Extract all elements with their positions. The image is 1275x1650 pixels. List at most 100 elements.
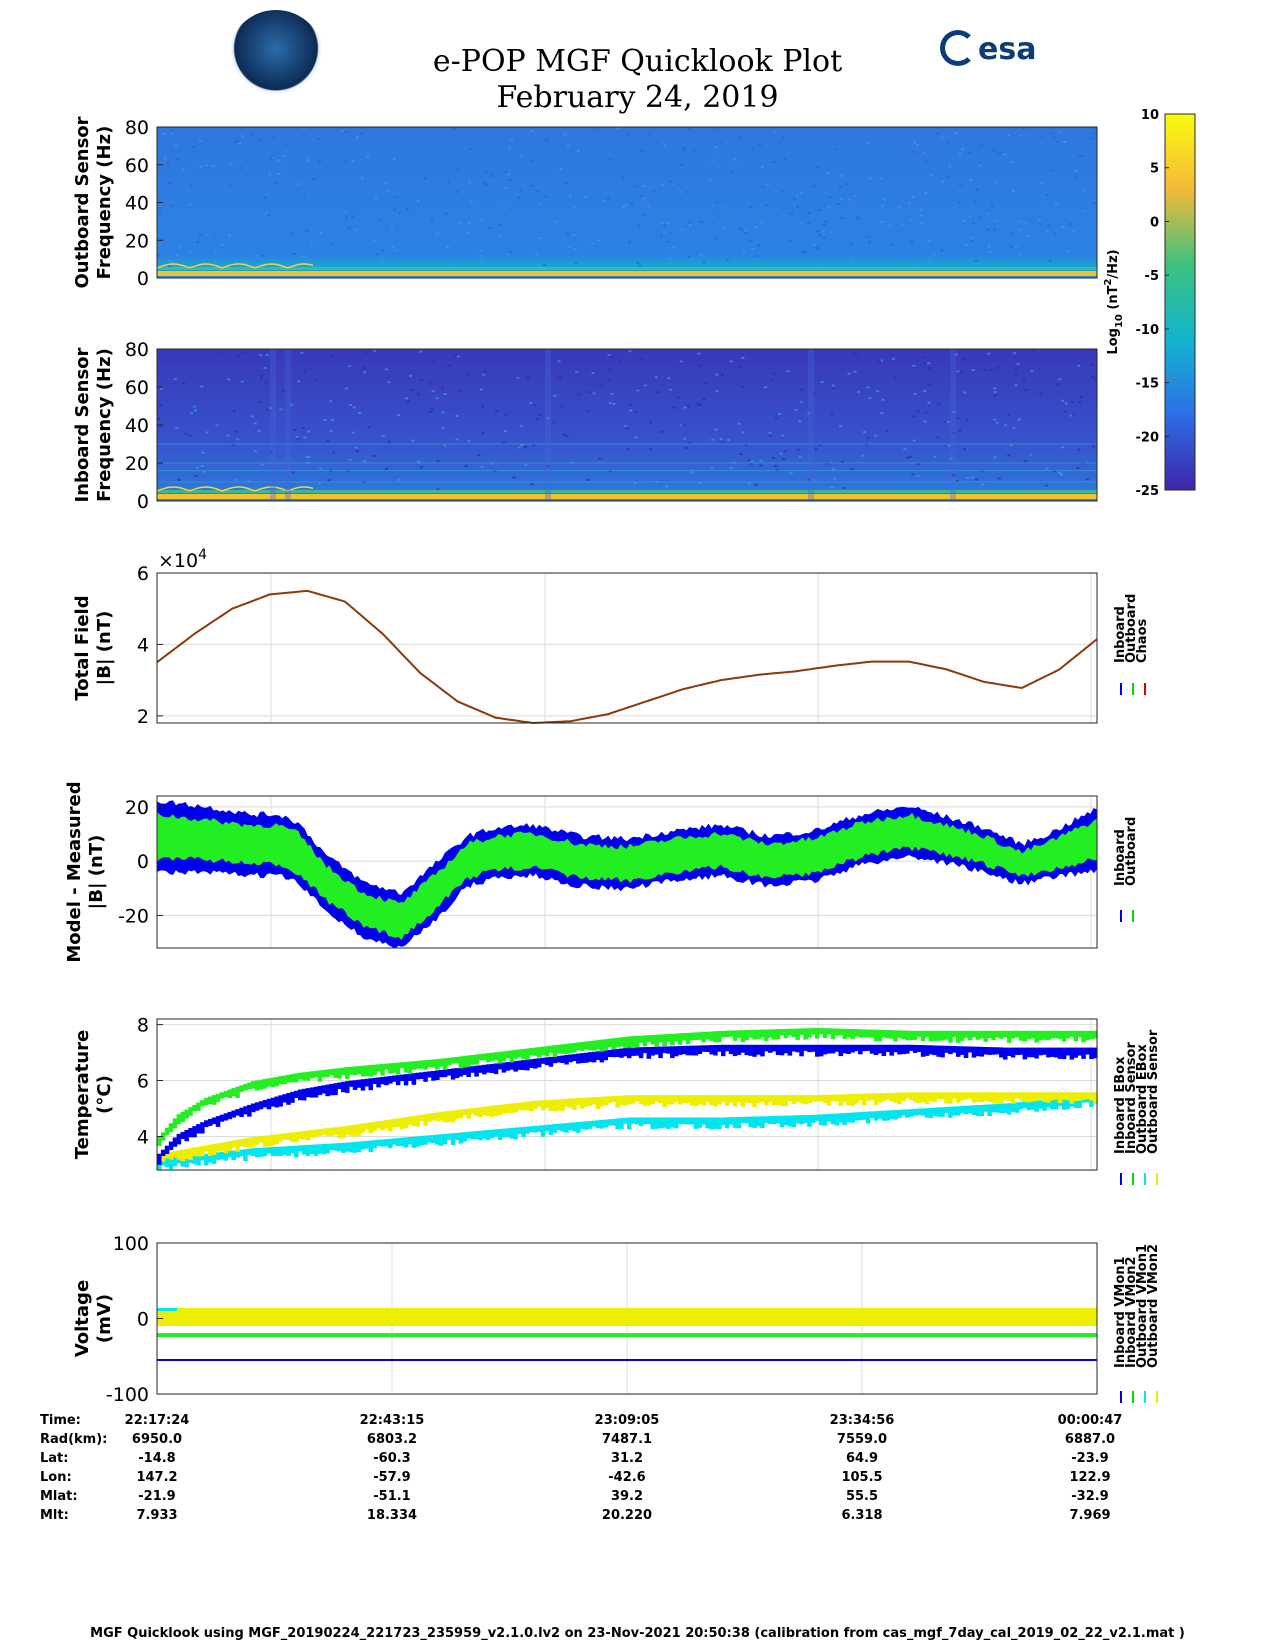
spectrogram-speckle bbox=[385, 190, 389, 193]
spectrogram-speckle bbox=[668, 258, 672, 261]
temperature-mark bbox=[305, 1130, 311, 1141]
temperature-mark bbox=[603, 1096, 609, 1106]
spectrogram-speckle bbox=[682, 437, 686, 440]
temperature-mark bbox=[920, 1108, 926, 1116]
spectrogram-speckle bbox=[1077, 364, 1081, 367]
spectrogram-speckle bbox=[824, 220, 828, 223]
spectrogram-speckle bbox=[814, 448, 818, 451]
spectrogram-speckle bbox=[1022, 127, 1026, 130]
spectrogram-speckle bbox=[782, 215, 786, 217]
spectrogram-speckle bbox=[800, 388, 804, 391]
temperature-mark bbox=[1038, 1092, 1043, 1100]
temperature-mark bbox=[294, 1090, 299, 1098]
spectrogram-speckle bbox=[1064, 402, 1068, 405]
temperature-mark bbox=[298, 1131, 303, 1140]
temperature-mark bbox=[231, 1140, 236, 1148]
temperature-mark bbox=[403, 1074, 409, 1086]
info-cell: 23:34:56 bbox=[830, 1413, 895, 1428]
temperature-mark bbox=[936, 1107, 941, 1117]
spectrogram-speckle bbox=[820, 263, 824, 266]
spectrogram-speckle bbox=[405, 397, 408, 400]
temperature-mark bbox=[987, 1104, 992, 1116]
spectrogram-speckle bbox=[576, 150, 580, 153]
info-row-label: Time: bbox=[40, 1413, 81, 1428]
spectrogram-speckle bbox=[993, 228, 997, 231]
temperature-mark bbox=[364, 1078, 370, 1087]
spectrogram-speckle bbox=[306, 159, 310, 162]
temperature-mark bbox=[352, 1141, 358, 1153]
temperature-mark bbox=[740, 1095, 746, 1107]
temperature-mark bbox=[948, 1045, 953, 1055]
y-axis-multiplier: ×104 bbox=[158, 547, 207, 572]
spectrogram-speckle bbox=[198, 140, 202, 142]
spectrogram-speckle bbox=[786, 370, 790, 373]
temperature-mark bbox=[670, 1117, 675, 1128]
temperature-mark bbox=[1050, 1099, 1055, 1110]
temperature-mark bbox=[952, 1106, 957, 1116]
spectrogram-speckle bbox=[260, 374, 264, 377]
temperature-mark bbox=[188, 1107, 193, 1116]
spectrogram-speckle bbox=[1056, 383, 1060, 386]
info-row-label: Lon: bbox=[40, 1470, 72, 1485]
spectrogram-speckle bbox=[1014, 367, 1018, 370]
spectrogram-speckle bbox=[516, 376, 520, 379]
temperature-mark bbox=[196, 1154, 201, 1166]
temperature-mark bbox=[799, 1028, 804, 1035]
temperature-mark bbox=[454, 1132, 460, 1140]
temperature-mark bbox=[489, 1052, 495, 1062]
temperature-mark bbox=[920, 1030, 926, 1042]
spectrogram-speckle bbox=[170, 204, 174, 207]
temperature-mark bbox=[897, 1030, 902, 1038]
spectrogram-speckle bbox=[279, 408, 283, 411]
spectrogram-speckle bbox=[643, 384, 647, 387]
temperature-mark bbox=[529, 1059, 534, 1068]
spectrogram-speckle bbox=[849, 242, 853, 245]
spectrogram-speckle bbox=[354, 446, 358, 449]
spectrogram-speckle bbox=[495, 410, 499, 412]
spectrogram-speckle bbox=[1011, 161, 1015, 163]
temperature-mark bbox=[701, 1045, 706, 1052]
temperature-mark bbox=[301, 1072, 307, 1081]
y-tick-label: 40 bbox=[125, 415, 149, 437]
temperature-mark bbox=[525, 1101, 530, 1111]
spectrogram-speckle bbox=[417, 393, 421, 396]
temperature-mark bbox=[854, 1112, 859, 1121]
temperature-mark bbox=[1065, 1097, 1071, 1109]
spectrogram-speckle bbox=[264, 381, 268, 384]
temperature-mark bbox=[254, 1080, 260, 1091]
temperature-mark bbox=[556, 1044, 562, 1054]
temperature-mark bbox=[462, 1132, 468, 1142]
spectrogram-speckle bbox=[687, 255, 691, 258]
spectrogram-speckle bbox=[702, 261, 706, 264]
temperature-mark bbox=[811, 1044, 816, 1052]
temperature-mark bbox=[595, 1040, 601, 1050]
spectrogram-speckle bbox=[711, 438, 715, 441]
spectrogram-speckle bbox=[230, 265, 234, 268]
y-axis-label: (°C) bbox=[94, 1075, 115, 1114]
spectrogram-speckle bbox=[1053, 137, 1057, 140]
spectrogram-speckle bbox=[927, 362, 931, 365]
temperature-mark bbox=[619, 1095, 624, 1106]
temperature-mark bbox=[748, 1030, 753, 1038]
temperature-mark bbox=[544, 1124, 550, 1132]
info-cell: -42.6 bbox=[608, 1470, 645, 1485]
temperature-mark bbox=[595, 1120, 601, 1128]
spectrogram-speckle bbox=[710, 467, 714, 470]
spectrogram-speckle bbox=[1047, 224, 1051, 227]
temperature-mark bbox=[760, 1044, 765, 1057]
temperature-mark bbox=[748, 1095, 753, 1103]
temperature-mark bbox=[215, 1116, 221, 1127]
temperature-mark bbox=[529, 1101, 534, 1112]
spectrogram-speckle bbox=[781, 190, 785, 193]
spectrogram-speckle bbox=[822, 224, 826, 226]
spectrogram-speckle bbox=[1031, 349, 1035, 352]
temperature-mark bbox=[266, 1078, 272, 1087]
temperature-mark bbox=[1081, 1047, 1086, 1059]
spectrogram-speckle bbox=[978, 164, 982, 167]
temperature-mark bbox=[384, 1139, 389, 1147]
temperature-mark bbox=[967, 1092, 973, 1099]
spectrogram-speckle bbox=[1009, 444, 1013, 447]
spectrogram-speckle bbox=[592, 392, 596, 395]
spectrogram-speckle bbox=[291, 471, 295, 474]
spectrogram-speckle bbox=[993, 391, 997, 394]
